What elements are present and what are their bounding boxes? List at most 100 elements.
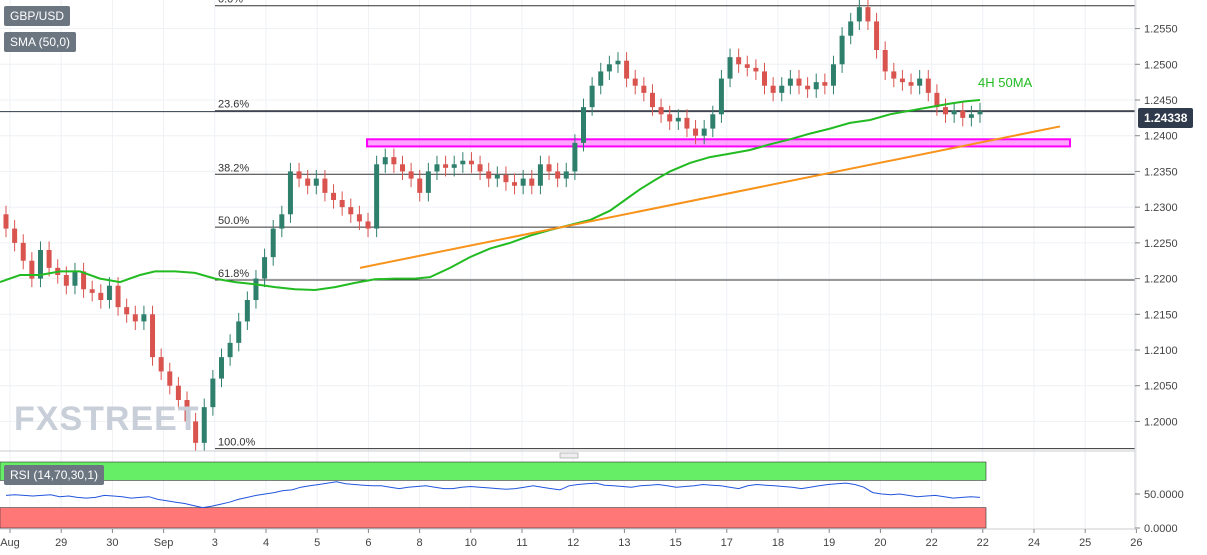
candle-body [486, 171, 492, 179]
candle-body [89, 289, 95, 293]
ma-label: 4H 50MA [978, 75, 1033, 90]
candle-body [512, 182, 518, 186]
price-tick-label: 1.2550 [1144, 24, 1178, 36]
candle-body [287, 171, 293, 215]
candle-body [356, 214, 362, 222]
candle-body [572, 142, 578, 172]
resistance-zone [366, 138, 1071, 148]
candle-body [874, 21, 880, 50]
time-tick-label: 29 [55, 537, 67, 549]
candle-body [917, 78, 923, 86]
candle-body [555, 171, 561, 179]
candle-body [977, 111, 983, 115]
candle-body [520, 178, 526, 186]
candle-body [279, 214, 285, 229]
time-tick-label: 11 [516, 537, 527, 549]
candle-body [399, 164, 405, 172]
candle-body [581, 107, 587, 143]
time-tick-label: 20 [874, 537, 886, 549]
candle-body [744, 64, 750, 68]
candle-body [460, 160, 466, 165]
candle-body [477, 164, 483, 172]
candle-body [805, 85, 811, 90]
candle-body [305, 178, 311, 186]
price-tick-label: 1.2000 [1144, 416, 1178, 428]
last-price-label: 1.24338 [1138, 108, 1194, 128]
rsi-overbought-band [0, 461, 987, 481]
candle-body [537, 164, 543, 186]
candle-body [417, 178, 423, 193]
candle-body [296, 171, 302, 179]
candle-body [106, 285, 112, 300]
candle-body [115, 285, 121, 308]
fib-label: 0.0% [218, 0, 243, 6]
candle-body [253, 278, 259, 300]
candle-body [193, 421, 199, 443]
candle-body [882, 50, 888, 72]
candle-body [141, 314, 147, 322]
candle-body [210, 378, 216, 408]
candle-body [830, 64, 836, 86]
time-tick-label: 19 [823, 537, 835, 549]
candle-body [132, 314, 138, 322]
candle-body [503, 175, 509, 183]
candle-body [37, 250, 43, 279]
candle-body [63, 275, 69, 286]
candle-body [960, 110, 966, 118]
candle-body [624, 60, 630, 79]
fib-label: 38.2% [218, 162, 249, 174]
time-tick-label: 4 [263, 537, 269, 549]
time-tick-label: 3 [212, 537, 218, 549]
candle-body [632, 78, 638, 86]
candle-body [667, 114, 673, 122]
candle-body [615, 60, 621, 65]
candle-body [425, 171, 431, 193]
candle-body [365, 221, 371, 229]
candle-body [839, 35, 845, 65]
candle-body [167, 371, 173, 386]
time-tick-label: 22 [977, 537, 989, 549]
price-tick-label: 1.2200 [1144, 274, 1178, 286]
time-tick-label: 12 [567, 537, 579, 549]
price-axis: 1.2550 1.2500 1.2450 1.2400 1.2350 1.2300 1.22… [1134, 0, 1178, 530]
price-tick-label: 1.2450 [1144, 95, 1178, 107]
time-tick-label: Aug [0, 537, 20, 549]
price-tick-label: 1.2500 [1144, 59, 1178, 71]
fib-label: 50.0% [218, 215, 249, 227]
candle-body [718, 78, 724, 115]
fib-label: 23.6% [218, 99, 249, 111]
candle-body [262, 257, 268, 279]
candle-body [693, 128, 699, 136]
price-tick-label: 1.2050 [1144, 381, 1178, 393]
rsi-label: RSI (14,70,30,1) [4, 465, 105, 485]
candle-body [374, 164, 380, 229]
candle-body [701, 128, 707, 136]
candle-body [391, 157, 397, 165]
candle-body [494, 175, 500, 179]
candle-body [563, 171, 569, 179]
time-tick-label: 8 [417, 537, 423, 549]
candle-body [865, 7, 871, 22]
candle-body [175, 385, 181, 400]
rsi-line [5, 481, 981, 509]
candle-body [943, 107, 949, 115]
candle-body [81, 271, 87, 290]
sma-line [0, 99, 981, 292]
candle-body [451, 164, 457, 168]
symbol-label: GBP/USD [4, 6, 71, 26]
time-tick-label: 30 [106, 537, 118, 549]
candle-body [848, 21, 854, 36]
candle-body [158, 357, 164, 372]
candle-body [322, 178, 328, 193]
time-tick-label: 13 [618, 537, 630, 549]
candle-body [227, 342, 233, 358]
candlesticks [3, 0, 983, 452]
candle-body [348, 207, 354, 215]
candle-body [813, 82, 819, 90]
candle-body [98, 292, 104, 300]
candle-body [236, 321, 242, 343]
time-tick-label: 25 [1079, 537, 1091, 549]
candle-body [3, 214, 9, 229]
candle-body [72, 271, 78, 286]
